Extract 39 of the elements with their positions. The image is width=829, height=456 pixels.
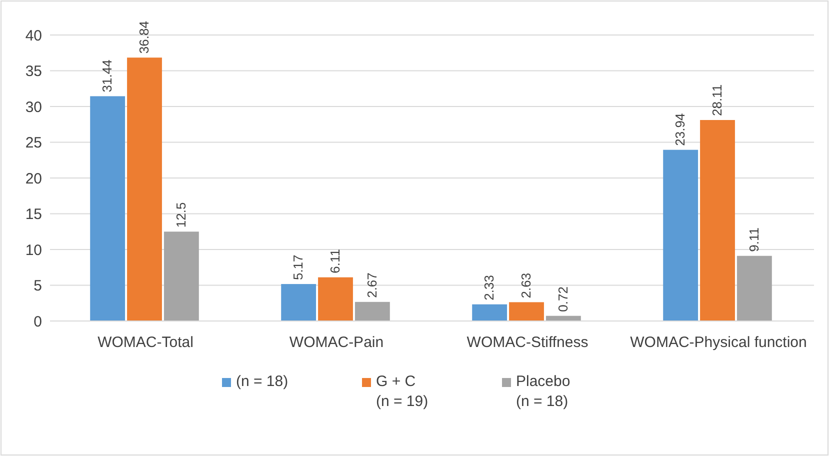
legend-label: G + C (n = 19)	[376, 373, 428, 410]
data-label: 0.72	[555, 286, 570, 312]
data-label: 5.17	[290, 254, 306, 280]
bar	[318, 277, 353, 321]
bar	[354, 302, 390, 321]
y-tick-label: 0	[34, 313, 42, 330]
data-label: 31.44	[100, 60, 115, 92]
data-label: 23.94	[672, 113, 688, 146]
legend-label: (n = 18)	[236, 373, 288, 390]
bar	[127, 58, 162, 321]
data-label: 2.33	[482, 275, 497, 300]
data-label: 28.11	[710, 84, 724, 116]
y-tick-label: 35	[25, 63, 42, 80]
bar	[509, 302, 544, 321]
data-label: 2.67	[364, 272, 380, 298]
x-tick-label: WOMAC-Stiffness	[466, 334, 588, 351]
data-label: 6.11	[328, 248, 342, 274]
legend-label: Placebo (n = 18)	[516, 373, 570, 410]
x-tick-label: WOMAC-Pain	[289, 334, 384, 351]
data-label: 2.63	[518, 272, 534, 298]
x-tick-label: WOMAC-Physical function	[630, 334, 807, 351]
x-tick-label: WOMAC-Total	[98, 334, 194, 351]
data-label: 12.5	[173, 202, 188, 228]
y-tick-label: 25	[25, 134, 42, 152]
bar	[700, 120, 735, 321]
bar	[472, 304, 508, 321]
y-tick-label: 30	[25, 98, 42, 116]
y-tick-label: 20	[25, 170, 42, 188]
bar	[90, 96, 126, 321]
bar	[164, 232, 199, 321]
y-tick-label: 15	[25, 206, 42, 223]
y-tick-label: 5	[34, 278, 42, 294]
data-label: 36.84	[136, 21, 152, 54]
data-label: 9.11	[746, 228, 762, 252]
bar	[736, 256, 772, 321]
bar	[663, 150, 698, 321]
y-tick-label: 40	[25, 27, 42, 44]
y-tick-label: 10	[25, 242, 42, 259]
bar	[281, 284, 316, 321]
